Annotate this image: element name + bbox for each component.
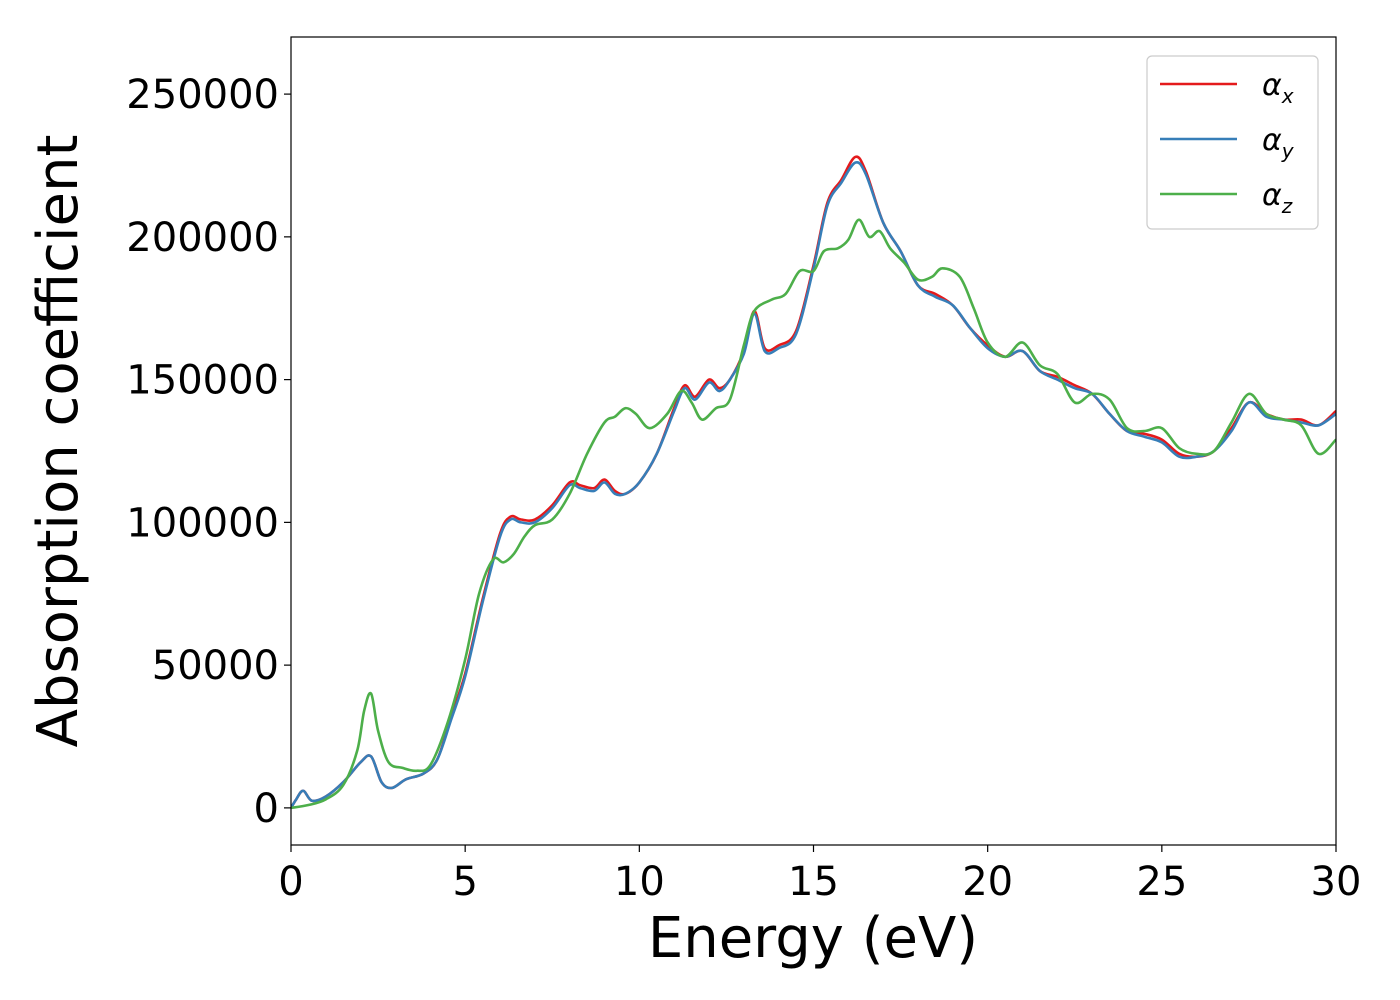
series-line-z [291, 218, 1336, 810]
y-tick-label: 50000 [152, 643, 279, 689]
y-tick-label: 100000 [126, 500, 279, 546]
plot-lines-layer [291, 155, 1336, 810]
x-tick-label: 0 [278, 859, 303, 905]
x-tick-label: 5 [452, 859, 477, 905]
legend: αx αy αz [1146, 55, 1319, 230]
legend-label-x: αx [1262, 68, 1294, 108]
y-tick-label: 200000 [126, 215, 279, 261]
series-line-x [291, 155, 1336, 809]
y-axis-label: Absorption coefficient [26, 135, 91, 748]
x-tick-label: 20 [962, 859, 1013, 905]
y-tick-label: 150000 [126, 358, 279, 404]
y-tick-label: 250000 [126, 72, 279, 118]
legend-label-z: αz [1262, 178, 1293, 218]
x-axis-label: Energy (eV) [648, 906, 978, 971]
series-line-y [291, 161, 1336, 809]
legend-label-y: αy [1262, 123, 1295, 163]
x-tick-label: 25 [1136, 859, 1187, 905]
x-tick-label: 15 [788, 859, 839, 905]
legend-box [1146, 55, 1319, 230]
y-axis-ticks: 0 50000 100000 150000 200000 250000 [126, 72, 291, 832]
x-tick-label: 30 [1311, 859, 1362, 905]
y-tick-label: 0 [254, 786, 279, 832]
x-tick-label: 10 [614, 859, 665, 905]
x-axis-ticks: 0 5 10 15 20 25 30 [278, 845, 1361, 905]
